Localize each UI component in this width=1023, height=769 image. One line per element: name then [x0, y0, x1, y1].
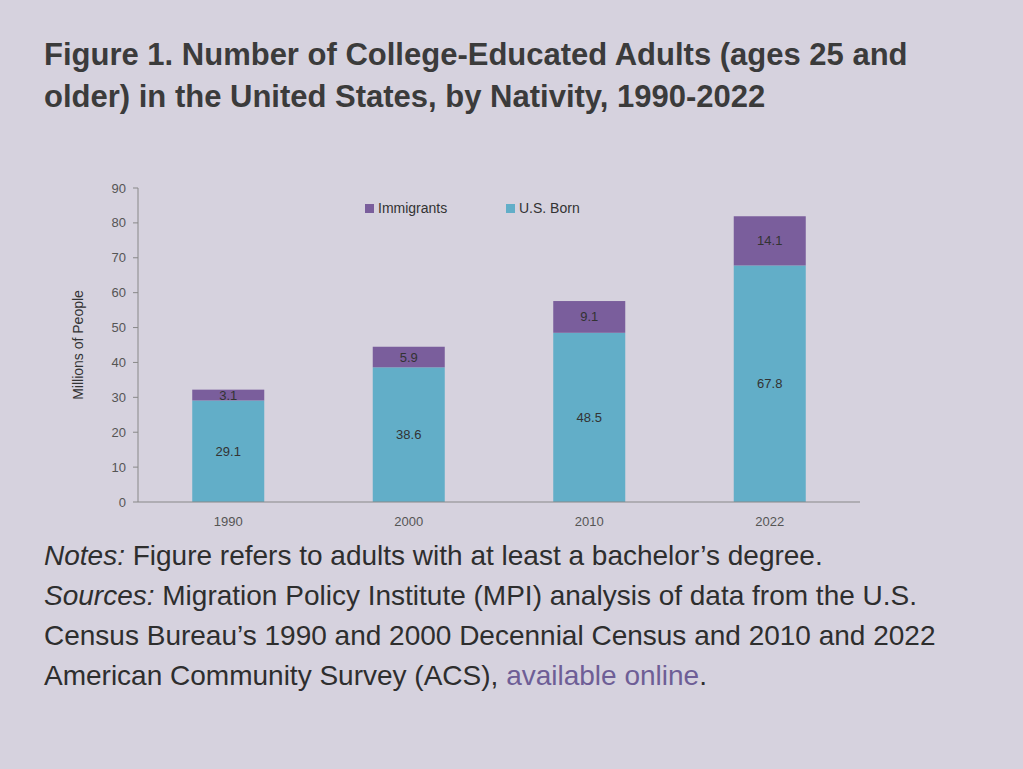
y-tick — [133, 467, 138, 468]
sources-text: Migration Policy Institute (MPI) analysi… — [44, 580, 936, 691]
bar — [553, 333, 625, 502]
y-tick-label: 10 — [112, 460, 126, 475]
sources-line: Sources: Migration Policy Institute (MPI… — [44, 576, 1004, 696]
y-tick-label: 20 — [112, 425, 126, 440]
y-tick — [133, 257, 138, 258]
y-tick-label: 70 — [112, 250, 126, 265]
data-label: 3.1 — [219, 388, 237, 403]
legend: Immigrants U.S. Born — [365, 200, 580, 216]
y-tick-label: 80 — [112, 215, 126, 230]
y-tick-label: 50 — [112, 320, 126, 335]
data-label: 14.1 — [757, 233, 782, 248]
y-tick — [133, 432, 138, 433]
data-label: 38.6 — [396, 427, 421, 442]
x-tick-label: 1990 — [214, 514, 243, 529]
bar — [373, 347, 445, 368]
notes-text: Figure refers to adults with at least a … — [133, 540, 823, 571]
notes-label: Notes: — [44, 540, 125, 571]
x-tick-label: 2022 — [755, 514, 784, 529]
legend-label: Immigrants — [378, 200, 447, 216]
y-axis-label: Millions of People — [70, 290, 86, 400]
y-tick — [133, 502, 138, 503]
notes: Notes: Figure refers to adults with at l… — [44, 536, 1004, 696]
data-label: 9.1 — [580, 309, 598, 324]
x-axis — [138, 502, 860, 503]
notes-line: Notes: Figure refers to adults with at l… — [44, 536, 1004, 576]
legend-label: U.S. Born — [519, 200, 580, 216]
y-tick-label: 30 — [112, 390, 126, 405]
y-tick — [133, 327, 138, 328]
bar — [734, 265, 806, 502]
y-tick — [133, 292, 138, 293]
bar — [734, 216, 806, 265]
y-tick-label: 60 — [112, 285, 126, 300]
legend-swatch — [365, 204, 374, 213]
y-tick-label: 40 — [112, 355, 126, 370]
data-label: 48.5 — [577, 410, 602, 425]
sources-link[interactable]: available online — [506, 660, 699, 691]
chart: 0 10 20 30 40 50 60 70 80 90 Millions of People 29.… — [0, 0, 1023, 769]
y-axis — [138, 188, 139, 502]
bar — [553, 301, 625, 333]
y-tick — [133, 362, 138, 363]
sources-end: . — [699, 660, 707, 691]
x-tick-label: 2000 — [394, 514, 423, 529]
y-tick — [133, 188, 138, 189]
bar — [192, 400, 264, 502]
y-tick — [133, 222, 138, 223]
data-label: 67.8 — [757, 376, 782, 391]
y-tick — [133, 397, 138, 398]
x-tick-label: 2010 — [575, 514, 604, 529]
title: Figure 1. Number of College-Educated Adu… — [44, 34, 994, 118]
data-label: 29.1 — [216, 444, 241, 459]
data-label: 5.9 — [400, 350, 418, 365]
sources-label: Sources: — [44, 580, 155, 611]
bar — [373, 367, 445, 502]
bars — [192, 216, 806, 502]
y-tick-label: 0 — [119, 495, 126, 510]
legend-swatch — [506, 204, 515, 213]
y-tick-label: 90 — [112, 181, 126, 196]
